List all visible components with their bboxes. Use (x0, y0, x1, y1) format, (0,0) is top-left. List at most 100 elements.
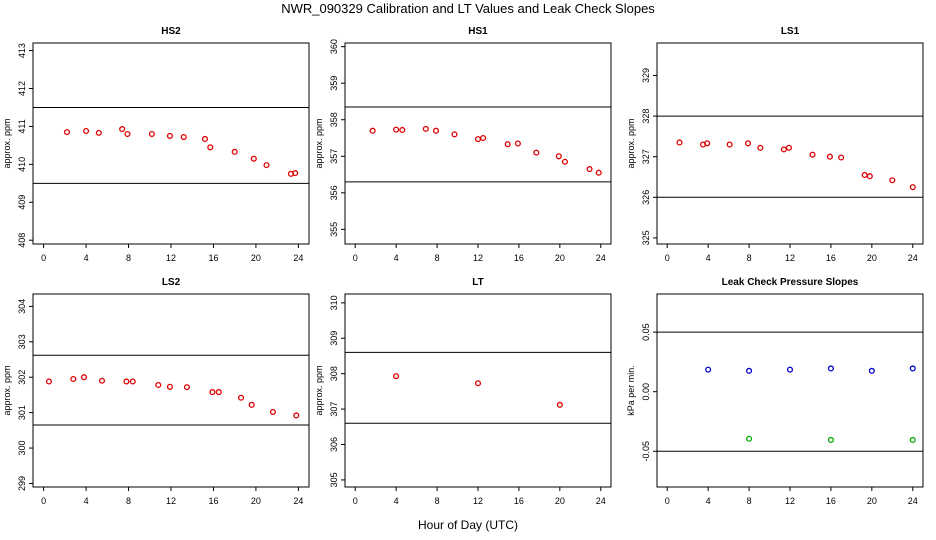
y-axis-label: approx. ppm (2, 365, 12, 415)
x-tick-label: 24 (293, 253, 303, 263)
data-point (705, 366, 712, 373)
plot-frame (344, 293, 612, 488)
data-point (480, 134, 487, 142)
data-point (451, 131, 458, 138)
y-tick-label: 304 (17, 299, 27, 314)
panel-lt: LT approx. ppm 0 4 8 12 16 20 24 305 306 307 308 309 3… (314, 277, 612, 506)
data-point (745, 140, 752, 147)
y-tick-label: 356 (329, 185, 339, 200)
y-tick-label: 327 (641, 149, 651, 164)
data-point (207, 144, 214, 151)
x-tick-label: 20 (251, 496, 261, 506)
y-tick-label: 412 (17, 81, 27, 96)
data-point (757, 144, 764, 151)
data-point (393, 126, 400, 133)
data-point (889, 177, 896, 184)
data-point (119, 126, 126, 133)
y-tick-label: 301 (17, 405, 27, 420)
data-point (148, 130, 155, 138)
x-tick-label: 12 (473, 496, 483, 506)
data-point (504, 141, 511, 148)
data-point (746, 367, 753, 374)
data-point (180, 134, 187, 141)
y-tick-label: -0.05 (641, 441, 651, 462)
panel-title: LS1 (781, 26, 800, 37)
y-tick-label: 308 (329, 366, 339, 381)
data-point (909, 436, 916, 443)
x-tick-label: 0 (665, 253, 670, 263)
data-point (746, 435, 753, 442)
x-tick-label: 16 (826, 253, 836, 263)
panel-hs1: HS1 approx. ppm 0 4 8 12 16 20 24 355 356 357 358 359… (314, 26, 612, 263)
x-tick-label: 16 (826, 496, 836, 506)
y-axis-label: approx. ppm (2, 118, 12, 168)
data-point (422, 125, 429, 132)
x-tick-label: 0 (353, 496, 358, 506)
plot-frame (32, 293, 310, 488)
data-point (231, 148, 238, 155)
data-point (676, 139, 683, 146)
x-tick-label: 12 (785, 496, 795, 506)
data-point (786, 366, 794, 373)
x-tick-label: 20 (251, 253, 261, 263)
x-tick-label: 24 (596, 496, 606, 506)
plot-frame (656, 293, 924, 488)
x-tick-label: 8 (747, 496, 752, 506)
data-point (809, 151, 816, 158)
data-point (909, 184, 916, 191)
panel-title: LT (472, 277, 483, 288)
x-tick-label: 20 (867, 253, 877, 263)
y-axis-label: approx. ppm (314, 118, 324, 168)
panel-ls2: LS2 approx. ppm 0 4 8 12 16 20 24 299 300 301 302 303… (2, 277, 310, 506)
data-point (123, 378, 130, 385)
x-tick-label: 4 (706, 496, 711, 506)
y-tick-label: 0.00 (641, 383, 651, 401)
x-tick-label: 4 (84, 496, 89, 506)
data-point (166, 383, 173, 390)
x-tick-label: 16 (208, 496, 218, 506)
y-tick-label: 411 (17, 119, 27, 133)
y-tick-label: 309 (329, 331, 339, 346)
x-tick-label: 4 (394, 496, 399, 506)
y-tick-label: 299 (17, 476, 27, 491)
x-tick-label: 12 (166, 496, 176, 506)
figure-title: NWR_090329 Calibration and LT Values and… (281, 1, 655, 16)
x-tick-label: 4 (394, 253, 399, 263)
data-point (704, 140, 711, 147)
y-tick-label: 305 (329, 472, 339, 487)
x-tick-label: 8 (126, 496, 131, 506)
data-point (556, 401, 563, 408)
data-point (183, 384, 190, 391)
data-point (238, 394, 245, 401)
x-tick-label: 4 (706, 253, 711, 263)
x-tick-label: 0 (41, 496, 46, 506)
x-tick-label: 12 (473, 253, 483, 263)
data-point (124, 130, 131, 138)
x-tick-label: 24 (293, 496, 303, 506)
data-point (780, 146, 787, 153)
y-tick-label: 302 (17, 370, 27, 385)
y-tick-label: 326 (641, 190, 651, 205)
x-tick-label: 8 (747, 253, 752, 263)
x-tick-label: 24 (596, 253, 606, 263)
y-tick-label: 307 (329, 402, 339, 417)
y-tick-label: 306 (329, 437, 339, 452)
data-point (63, 129, 71, 136)
panel-title: HS2 (161, 26, 181, 37)
data-point (80, 374, 88, 381)
data-point (45, 378, 52, 385)
data-point (909, 365, 916, 372)
panel-title: Leak Check Pressure Slopes (722, 277, 859, 288)
data-point (269, 408, 276, 415)
data-point (514, 140, 521, 147)
data-point (827, 365, 834, 372)
data-point (166, 132, 173, 139)
data-point (595, 169, 602, 176)
y-axis-label: approx. ppm (314, 365, 324, 415)
x-tick-label: 0 (41, 253, 46, 263)
x-tick-label: 8 (435, 253, 440, 263)
data-point (369, 127, 376, 134)
data-point (393, 373, 400, 380)
y-tick-label: 328 (641, 109, 651, 124)
